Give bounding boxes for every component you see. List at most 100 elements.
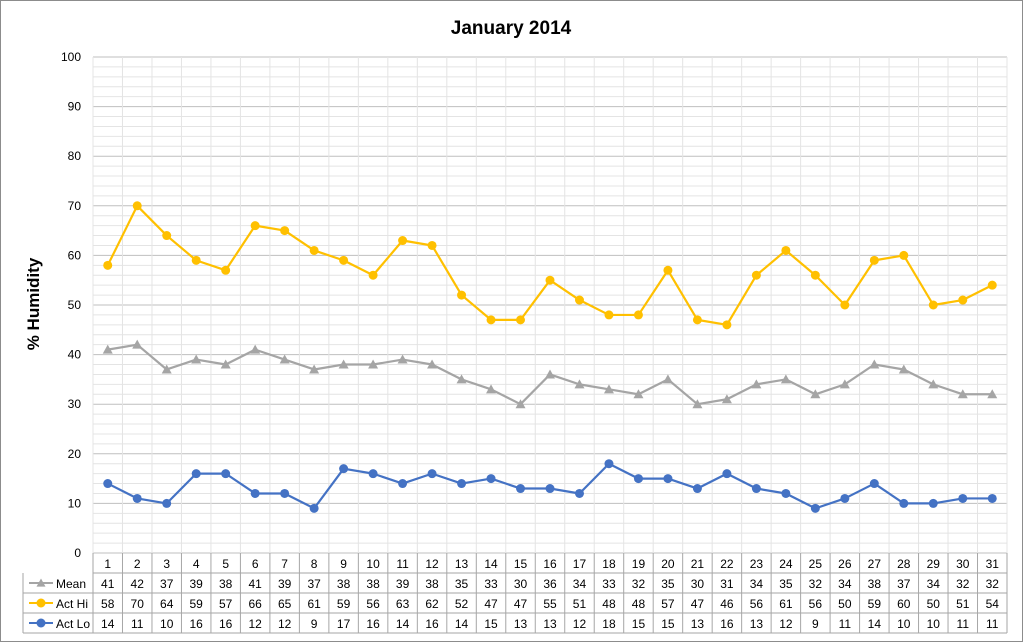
data-label: 39: [396, 577, 410, 591]
data-point: [545, 484, 555, 494]
x-tick-label: 18: [602, 557, 616, 571]
data-label: 46: [720, 597, 734, 611]
data-label: 36: [543, 577, 557, 591]
data-point: [603, 384, 614, 394]
data-label: 38: [868, 577, 882, 591]
data-point: [692, 315, 702, 325]
data-point: [486, 474, 496, 484]
data-label: 50: [838, 597, 852, 611]
data-point: [103, 479, 113, 489]
data-point: [339, 464, 349, 474]
legend-entry: Act Lo: [56, 617, 90, 631]
data-label: 59: [337, 597, 351, 611]
data-point: [162, 498, 172, 508]
y-tick-label: 30: [68, 397, 82, 411]
data-label: 13: [750, 617, 764, 631]
data-label: 70: [131, 597, 145, 611]
data-label: 12: [278, 617, 292, 631]
data-label: 38: [219, 577, 233, 591]
data-point: [250, 344, 261, 354]
data-point: [368, 359, 379, 369]
data-label: 66: [248, 597, 262, 611]
data-label: 35: [455, 577, 469, 591]
data-label: 54: [986, 597, 1000, 611]
y-tick-label: 100: [61, 50, 81, 64]
data-point: [309, 503, 319, 513]
data-label: 12: [573, 617, 587, 631]
data-point: [102, 344, 113, 354]
data-point: [633, 389, 644, 399]
legend-key: [29, 598, 53, 608]
data-label: 34: [573, 577, 587, 591]
x-tick-label: 29: [927, 557, 941, 571]
data-label: 13: [514, 617, 528, 631]
data-point: [987, 493, 997, 503]
data-point: [132, 201, 142, 211]
x-tick-label: 5: [222, 557, 229, 571]
legend-key-marker: [36, 618, 46, 628]
data-label: 62: [425, 597, 439, 611]
data-point: [604, 310, 614, 320]
data-label: 30: [691, 577, 705, 591]
data-label: 34: [927, 577, 941, 591]
x-tick-label: 2: [134, 557, 141, 571]
data-label: 18: [602, 617, 616, 631]
data-point: [191, 255, 201, 265]
y-tick-label: 80: [68, 149, 82, 163]
data-label: 37: [307, 577, 321, 591]
data-label: 16: [219, 617, 233, 631]
data-point: [899, 498, 909, 508]
x-tick-label: 22: [720, 557, 734, 571]
data-label: 59: [868, 597, 882, 611]
x-tick-label: 6: [252, 557, 259, 571]
data-point: [928, 300, 938, 310]
data-point: [751, 484, 761, 494]
y-tick-label: 60: [68, 248, 82, 262]
x-tick-label: 26: [838, 557, 852, 571]
data-point: [751, 379, 762, 389]
data-point: [987, 280, 997, 290]
data-point: [398, 479, 408, 489]
data-label: 38: [366, 577, 380, 591]
x-tick-label: 27: [868, 557, 882, 571]
x-tick-label: 10: [366, 557, 380, 571]
data-point: [574, 488, 584, 498]
data-label: 61: [307, 597, 321, 611]
data-label: 37: [897, 577, 911, 591]
x-tick-label: 21: [691, 557, 705, 571]
y-tick-label: 40: [68, 348, 82, 362]
data-point: [987, 389, 998, 399]
data-point: [663, 265, 673, 275]
x-tick-label: 14: [484, 557, 498, 571]
data-point: [898, 364, 909, 374]
data-point: [132, 493, 142, 503]
x-tick-label: 23: [750, 557, 764, 571]
series-mean: [102, 339, 998, 409]
data-point: [457, 290, 467, 300]
data-label: 39: [278, 577, 292, 591]
x-tick-label: 4: [193, 557, 200, 571]
data-point: [722, 469, 732, 479]
data-point: [722, 320, 732, 330]
data-label: 34: [838, 577, 852, 591]
data-point: [899, 250, 909, 260]
data-point: [516, 315, 526, 325]
data-point: [840, 493, 850, 503]
data-point: [810, 270, 820, 280]
data-point: [545, 275, 555, 285]
data-label: 42: [131, 577, 145, 591]
data-label: 30: [514, 577, 528, 591]
data-table: 1 2 3 4 5 6 7 8 9 10 11 12 13 14 15 16 17 18 19 20 21 22 23 24 2…: [22, 553, 1008, 634]
data-point: [633, 474, 643, 484]
data-point: [398, 236, 408, 246]
data-point: [191, 354, 202, 364]
data-point: [781, 488, 791, 498]
data-label: 14: [455, 617, 469, 631]
data-point: [161, 364, 172, 374]
data-label: 33: [602, 577, 616, 591]
y-axis-label: % Humidity: [24, 257, 43, 350]
data-label: 35: [661, 577, 675, 591]
data-label: 47: [691, 597, 705, 611]
y-tick-label: 50: [68, 298, 82, 312]
